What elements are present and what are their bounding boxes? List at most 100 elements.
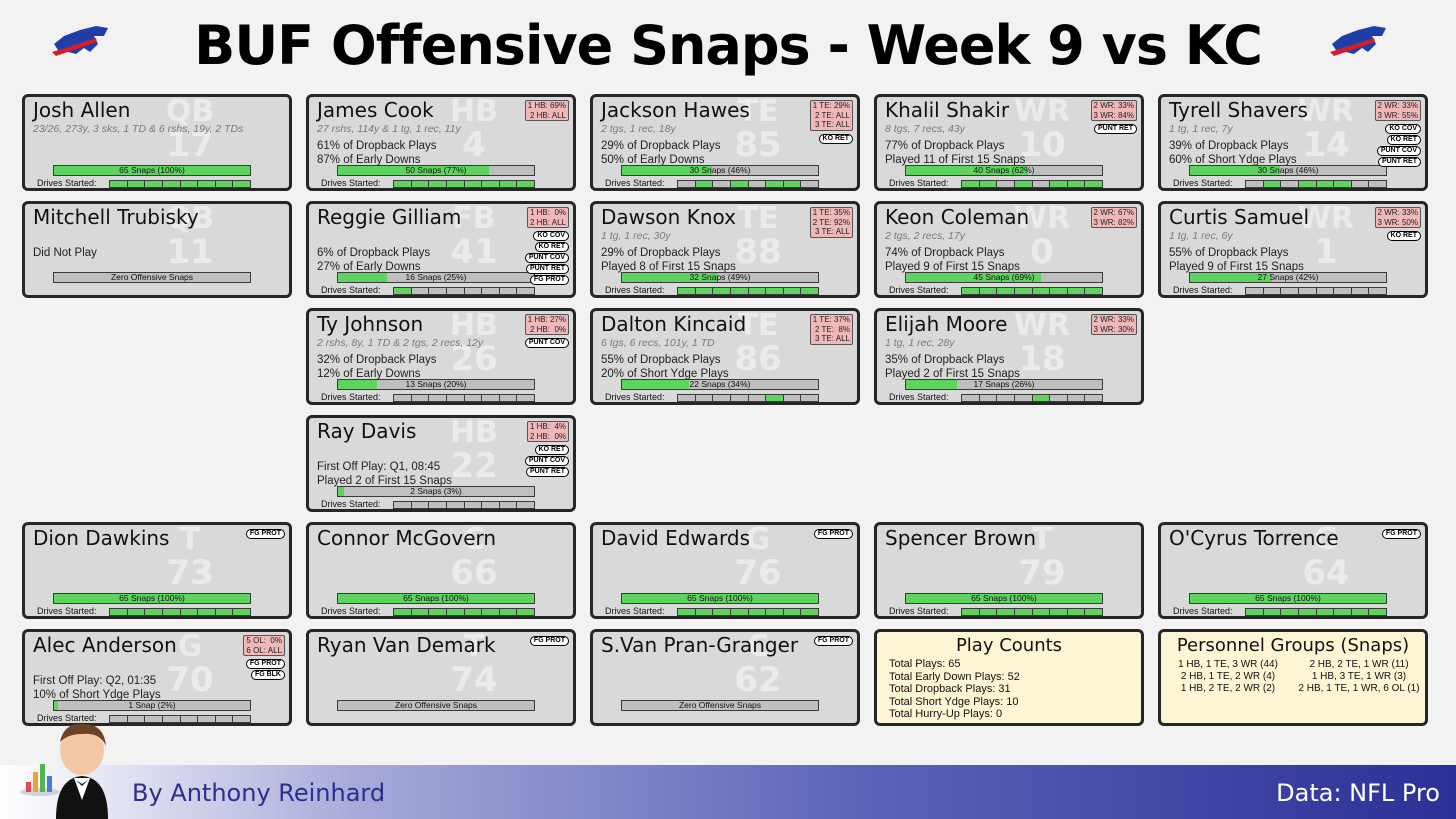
jersey-number-watermark: 88: [734, 232, 782, 272]
position-watermark: WR: [1297, 94, 1355, 129]
drive-segment: [1085, 181, 1102, 187]
drive-segment: [446, 395, 465, 401]
drive-segment: [748, 609, 767, 615]
drive-segment: [446, 181, 465, 187]
special-teams-tags: FG PROT: [529, 636, 569, 646]
snap-bar-label: 40 Snaps (62%): [973, 165, 1035, 175]
player-name: Alec Anderson: [33, 633, 177, 657]
drives-started-track: [1245, 180, 1387, 188]
special-teams-tags: FG PROT: [813, 529, 853, 539]
special-teams-tag: FG PROT: [245, 529, 285, 539]
drive-segment: [979, 181, 998, 187]
snap-bar-label: 45 Snaps (69%): [973, 272, 1035, 282]
player-name: David Edwards: [601, 526, 751, 550]
special-teams-tag: PUNT RET: [526, 264, 569, 274]
jersey-number-watermark: 1: [1314, 232, 1338, 272]
position-watermark: C: [462, 522, 486, 557]
drives-started-label: Drives Started:: [605, 178, 665, 188]
drive-segment: [997, 609, 1015, 615]
player-card-s-van-pran-granger: C 62 S.Van Pran-Granger Zero Offensive Snap…: [590, 629, 860, 726]
drives-started-track: [109, 608, 251, 616]
drive-segment: [446, 502, 465, 508]
special-teams-tag: KO RET: [1386, 231, 1421, 241]
drive-segment: [766, 288, 784, 294]
drive-segment: [499, 181, 518, 187]
drive-segment: [1246, 609, 1264, 615]
drive-segment: [127, 716, 146, 722]
drive-segment: [713, 181, 731, 187]
special-teams-tags: FG PROT: [1381, 529, 1421, 539]
usage-line: 29% of Dropback Plays: [601, 247, 721, 259]
player-card-khalil-shakir: WR 10 Khalil Shakir 8 tgs, 7 recs, 43y 77% o…: [874, 94, 1144, 191]
butler-mascot-icon: [20, 723, 108, 819]
snap-bar: 27 Snaps (42%): [1189, 272, 1387, 283]
drive-segment: [962, 288, 980, 294]
drive-segment: [499, 288, 518, 294]
drives-started-label: Drives Started:: [321, 285, 381, 295]
personnel-percent-box: 1 TE: 37% 2 TE: 8% 3 TE: ALL: [809, 314, 853, 345]
snap-bar-fill: [906, 594, 1102, 603]
drive-segment: [394, 181, 412, 187]
position-watermark: T: [179, 522, 201, 557]
snap-bar-fill: [54, 701, 58, 710]
drive-segment: [215, 716, 234, 722]
player-name: S.Van Pran-Granger: [601, 633, 799, 657]
snap-bar: Zero Offensive Snaps: [53, 272, 251, 283]
drive-segment: [695, 288, 714, 294]
special-teams-tag: FG PROT: [529, 275, 569, 285]
personnel-percent-box: 1 TE: 35% 2 TE: 92% 3 TE: ALL: [809, 207, 853, 238]
drive-segment: [1351, 609, 1370, 615]
special-teams-tag: PUNT RET: [526, 467, 569, 477]
usage-line: 6% of Dropback Plays: [317, 247, 431, 259]
special-teams-tags: KO COV KO RET PUNT COV PUNT RET: [1376, 124, 1421, 167]
snap-bar: 65 Snaps (100%): [53, 593, 251, 604]
snap-bar-label: 30 Snaps (46%): [1257, 165, 1319, 175]
personnel-percent-box: 2 WR: 33% 3 WR: 50%: [1374, 207, 1421, 228]
stat-line: 27 rshs, 114y & 1 tg, 1 rec, 11y: [317, 123, 461, 135]
special-teams-tag: FG PROT: [813, 529, 853, 539]
drive-segment: [162, 609, 181, 615]
player-name: Ryan Van Demark: [317, 633, 496, 657]
play-counts-box: Play Counts Total Plays: 65 Total Early …: [874, 629, 1144, 726]
drive-segment: [730, 288, 749, 294]
drive-segment: [110, 181, 128, 187]
drives-started-track: [109, 715, 251, 723]
player-name: Ty Johnson: [317, 312, 424, 336]
play-count-line: Total Plays: 65: [889, 658, 961, 670]
snap-bar: 1 Snap (2%): [53, 700, 251, 711]
jersey-number-watermark: 79: [1018, 553, 1066, 593]
drive-segment: [1263, 609, 1282, 615]
jersey-number-watermark: 10: [1018, 125, 1066, 165]
drive-segment: [180, 181, 199, 187]
drive-segment: [180, 716, 199, 722]
drive-segment: [1351, 288, 1370, 294]
position-watermark: WR: [1013, 94, 1071, 129]
snap-bar-label: 65 Snaps (100%): [971, 593, 1037, 603]
usage-line: 55% of Dropback Plays: [601, 354, 721, 366]
position-watermark: HB: [450, 308, 498, 343]
snap-bar-label: 16 Snaps (25%): [405, 272, 467, 282]
drive-segment: [1316, 609, 1335, 615]
drive-segment: [429, 181, 447, 187]
special-teams-tag: PUNT COV: [524, 253, 569, 263]
jersey-number-watermark: 66: [450, 553, 498, 593]
player-name: Elijah Moore: [885, 312, 1008, 336]
drives-started-track: [961, 394, 1103, 402]
drive-segment: [429, 288, 447, 294]
drives-started-label: Drives Started:: [605, 392, 665, 402]
special-teams-tags: FG PROT: [813, 636, 853, 646]
snap-bar: 2 Snaps (3%): [337, 486, 535, 497]
position-watermark: HB: [450, 415, 498, 450]
stat-line: 23/26, 273y, 3 sks, 1 TD & 6 rshs, 19y, …: [33, 123, 244, 135]
player-name: Khalil Shakir: [885, 98, 1010, 122]
jersey-number-watermark: 26: [450, 339, 498, 379]
snap-bar-fill: [906, 273, 1042, 282]
drive-segment: [482, 502, 500, 508]
snap-bar: 17 Snaps (26%): [905, 379, 1103, 390]
stat-line: 1 tg, 1 rec, 30y: [601, 230, 671, 242]
drives-started-track: [393, 287, 535, 295]
drive-segment: [145, 609, 163, 615]
snap-bar-fill: [338, 380, 378, 389]
drive-segment: [1085, 609, 1102, 615]
drive-segment: [695, 181, 714, 187]
